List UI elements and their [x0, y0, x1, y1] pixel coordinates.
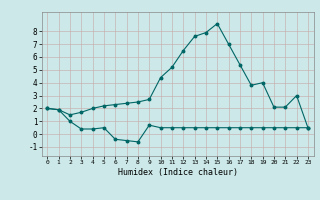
X-axis label: Humidex (Indice chaleur): Humidex (Indice chaleur) — [118, 168, 237, 177]
